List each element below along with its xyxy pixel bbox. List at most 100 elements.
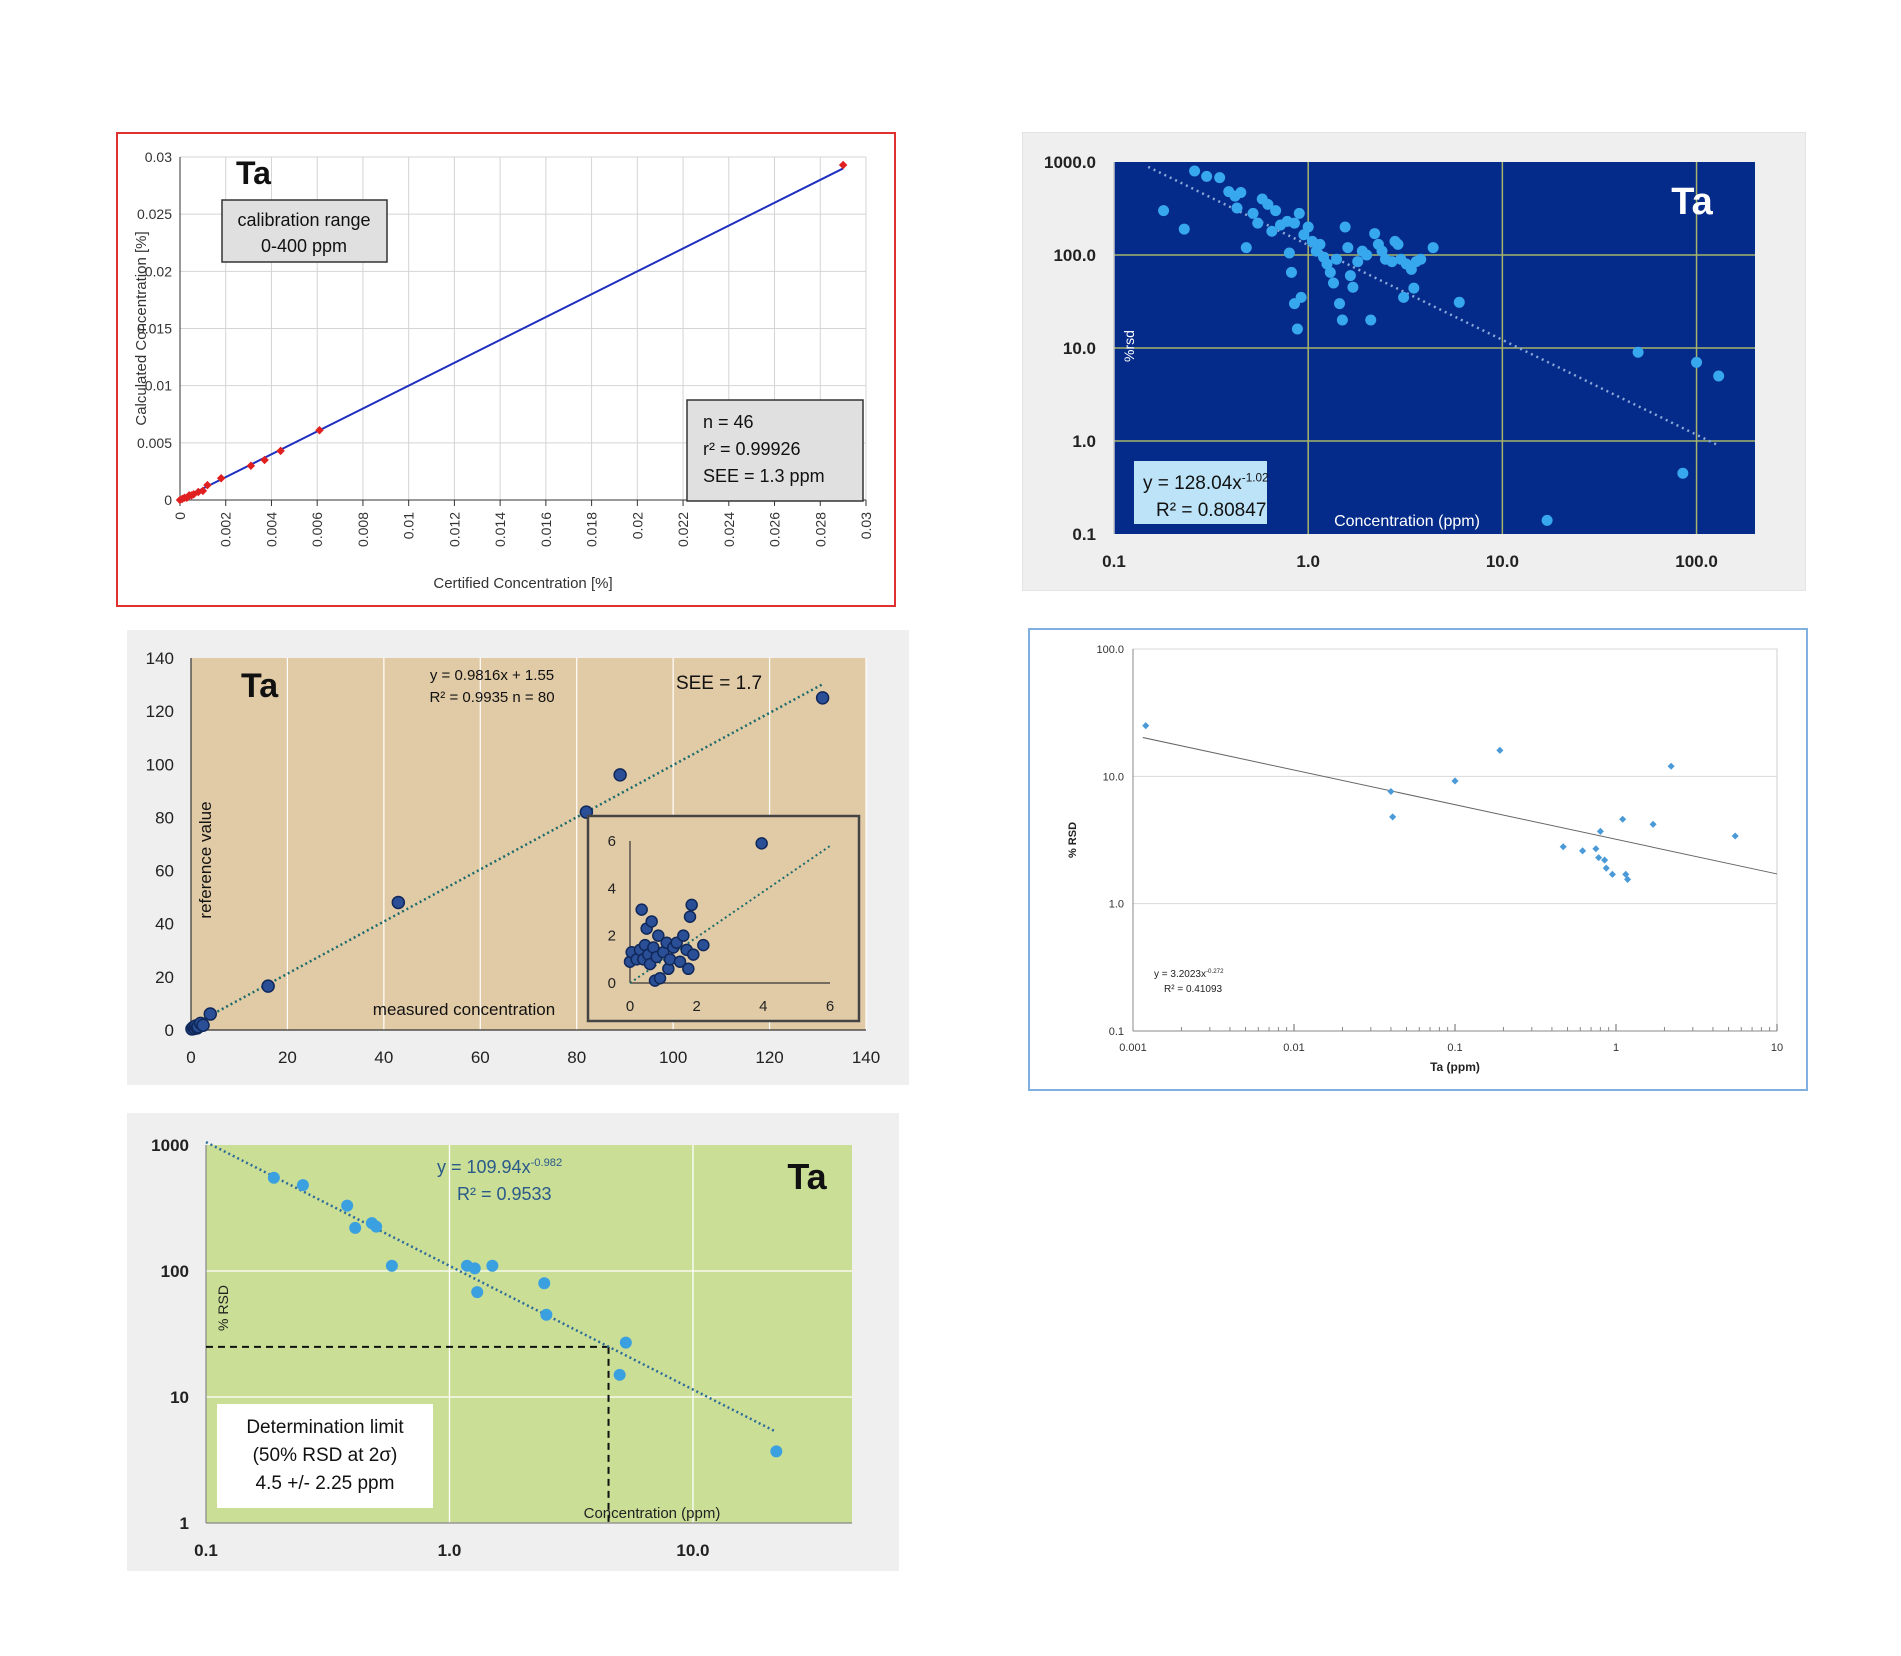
data-point — [1608, 870, 1616, 878]
range-box — [221, 199, 388, 263]
data-point — [1285, 266, 1297, 278]
y-tick-label: 0.005 — [137, 435, 172, 451]
x-tick-label: 0.1 — [1447, 1042, 1462, 1054]
x-tick-label: 10 — [1771, 1042, 1783, 1054]
stats-line: r² = 0.99926 — [703, 439, 801, 459]
data-point — [1324, 266, 1336, 278]
y-tick-label: 1000.0 — [1044, 153, 1096, 172]
data-point — [540, 1308, 553, 1321]
data-point — [1334, 298, 1346, 310]
data-point — [1408, 282, 1420, 294]
x-axis-label: measured concentration — [373, 1000, 555, 1019]
data-point — [1386, 256, 1398, 268]
limit-box — [217, 1404, 433, 1508]
x-tick-label: 0.016 — [538, 512, 554, 547]
x-tick-label: 10.0 — [1486, 552, 1519, 571]
limit-box-line: Determination limit — [246, 1417, 404, 1438]
limit-box-line: 4.5 +/- 2.25 ppm — [256, 1473, 395, 1494]
inset-y-tick-label: 6 — [608, 833, 616, 850]
data-point — [216, 474, 226, 483]
x-tick-label: 0.004 — [263, 512, 279, 547]
data-point — [1214, 172, 1226, 184]
stats-box — [686, 399, 864, 502]
x-axis-label: Certified Concentration [%] — [433, 575, 612, 592]
element-label: Ta — [236, 155, 271, 191]
fit-line — [179, 167, 844, 501]
y-tick-label: 1.0 — [1072, 432, 1096, 451]
data-point — [341, 1199, 354, 1212]
limit-box-line: (50% RSD at 2σ) — [253, 1445, 398, 1466]
equation-box — [1134, 461, 1267, 524]
data-point — [1291, 323, 1303, 335]
y-tick-label: 80 — [155, 808, 174, 827]
equation-text: y = 109.94x-0.982 — [437, 1157, 562, 1177]
inset-data-point — [663, 953, 677, 966]
y-tick-label: 100.0 — [1053, 246, 1096, 265]
x-tick-label: 0.01 — [1283, 1042, 1304, 1054]
x-tick-label: 1.0 — [1296, 552, 1320, 571]
data-point — [1365, 314, 1377, 326]
y-tick-label: 40 — [155, 915, 174, 934]
inset-y-tick-label: 4 — [608, 880, 616, 897]
data-point — [1352, 256, 1364, 268]
inset-data-point — [697, 938, 710, 952]
range-box-line: 0-400 ppm — [261, 236, 347, 256]
y-tick-label: 0 — [164, 492, 172, 508]
inset-x-tick-label: 6 — [826, 998, 834, 1015]
y-tick-label: 1.0 — [1109, 899, 1124, 911]
data-point — [1344, 270, 1356, 282]
r2-text: R² = 0.41093 — [1164, 984, 1223, 995]
inset-data-point — [677, 929, 690, 942]
x-axis-label: Concentration (ppm) — [584, 1505, 721, 1522]
y-tick-label: 20 — [155, 968, 174, 987]
x-tick-label: 140 — [852, 1048, 880, 1067]
data-point — [1266, 225, 1278, 237]
element-label: Ta — [787, 1156, 827, 1197]
data-point — [276, 446, 285, 456]
data-point — [1252, 217, 1264, 229]
data-point — [1632, 346, 1644, 358]
x-tick-label: 0.028 — [812, 512, 828, 547]
y-tick-label: 0 — [165, 1021, 174, 1040]
y-tick-label: 140 — [146, 649, 174, 668]
chart-rsd-dark: 0.1 1.0 10.0 100.0 0.1 1.0 10.0 100.0 1000.0 Ta y … — [1022, 132, 1806, 591]
inset-data-point — [682, 962, 695, 976]
x-tick-label: 0.024 — [721, 512, 737, 547]
data-point — [1336, 314, 1348, 326]
y-tick-label: 0.03 — [145, 149, 172, 165]
equation-text: y = 0.9816x + 1.55 — [430, 667, 554, 684]
inset-frame — [586, 814, 861, 1023]
x-tick-label: 0.1 — [194, 1541, 218, 1560]
data-point — [385, 1259, 398, 1272]
data-point — [1270, 205, 1282, 217]
r2-n-text: R² = 0.9935 n = 80 — [429, 689, 554, 706]
data-point — [1327, 277, 1339, 289]
inset-x-tick-label: 2 — [692, 998, 700, 1015]
x-tick-label: 0.008 — [355, 512, 371, 547]
x-tick-label: 1.0 — [438, 1541, 462, 1560]
x-tick-label: 60 — [471, 1048, 490, 1067]
r2-text: R² = 0.9533 — [457, 1184, 552, 1204]
y-tick-label: 0.015 — [137, 321, 172, 337]
data-point — [1262, 198, 1274, 210]
x-tick-label: 0.001 — [1119, 1042, 1147, 1054]
x-tick-label: 0.02 — [629, 512, 645, 539]
data-point — [1235, 186, 1247, 198]
x-axis-label: Ta (ppm) — [1430, 1060, 1480, 1074]
x-tick-label: 0.006 — [309, 512, 325, 547]
y-tick-label: 100.0 — [1096, 644, 1124, 656]
data-point — [1361, 249, 1373, 261]
data-point — [196, 1018, 210, 1032]
data-point — [349, 1221, 362, 1234]
y-tick-label: 100 — [161, 1262, 189, 1281]
inset-data-point — [685, 898, 698, 912]
y-tick-label: 0.025 — [137, 206, 172, 222]
data-point — [1178, 223, 1190, 235]
range-box-line: calibration range — [237, 210, 370, 230]
y-tick-label: 0.1 — [1072, 525, 1096, 544]
stats-line: SEE = 1.3 ppm — [703, 466, 825, 486]
data-point — [1342, 242, 1354, 254]
data-point — [815, 691, 830, 705]
inset-data-point — [653, 972, 667, 985]
y-tick-label: 120 — [146, 702, 174, 721]
